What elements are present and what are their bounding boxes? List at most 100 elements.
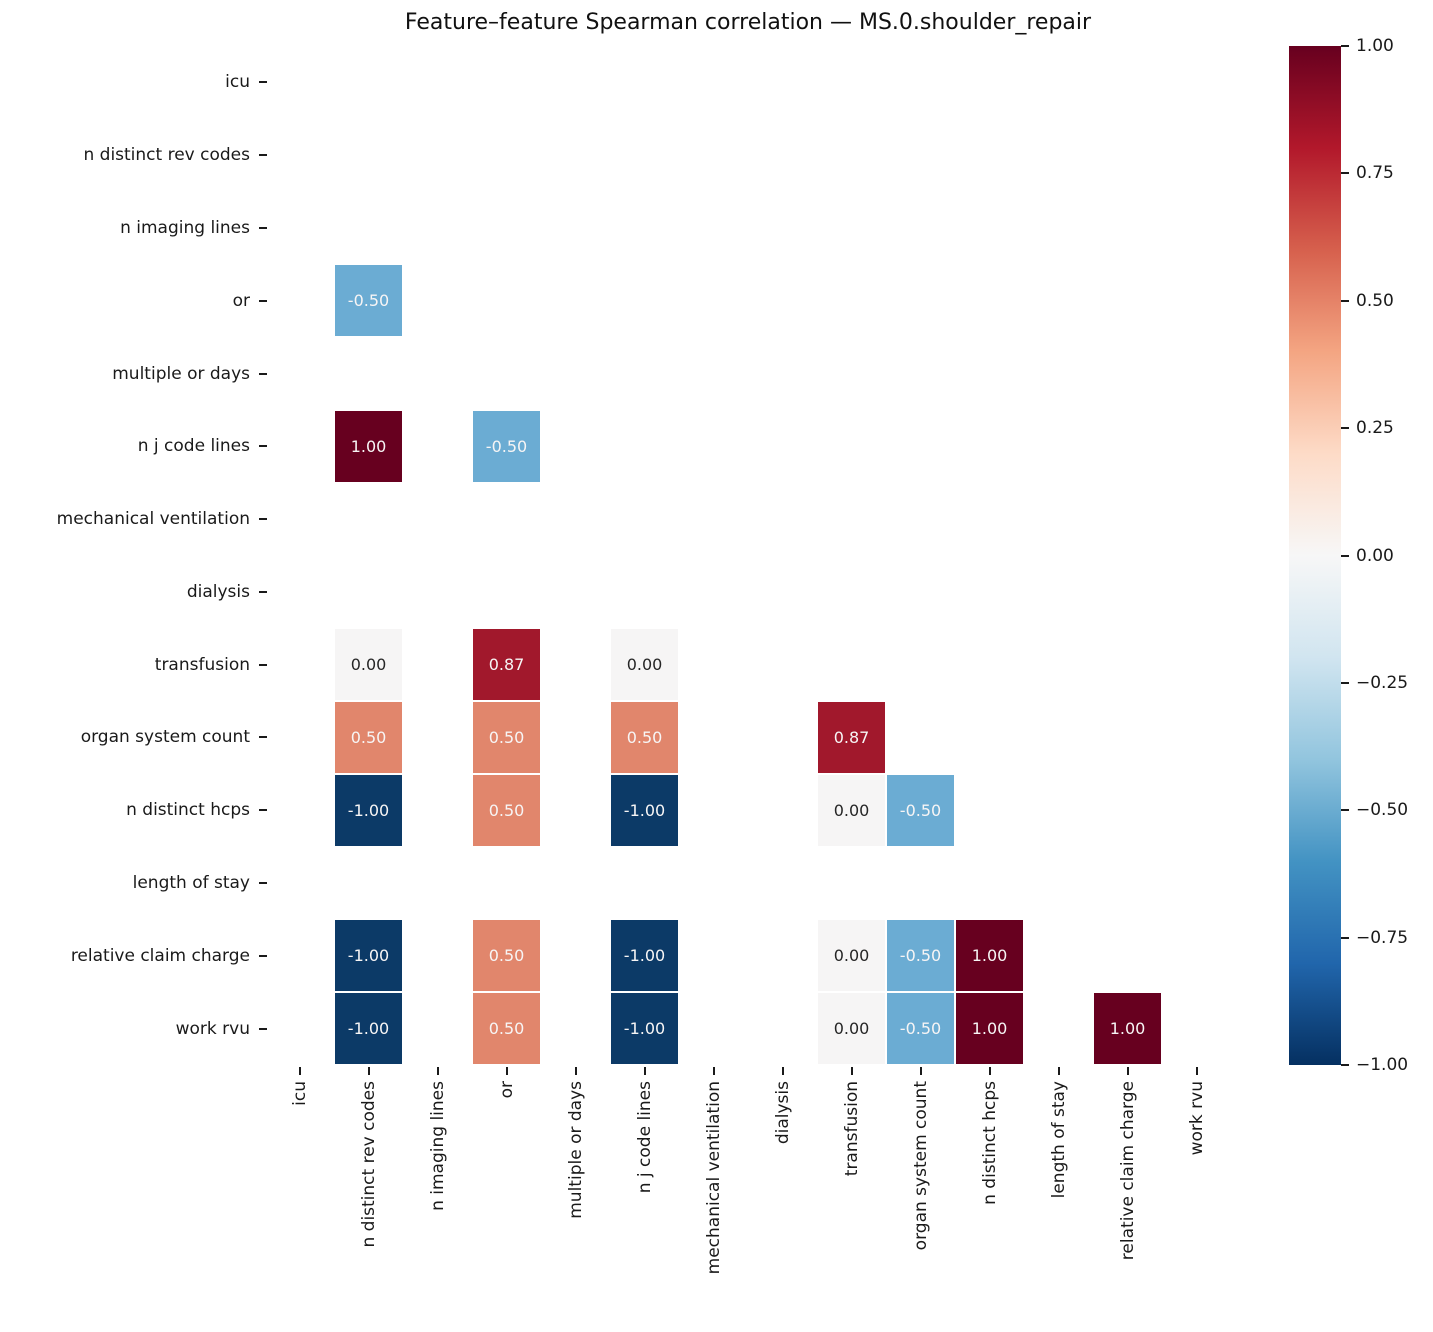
y-tick-label: length of stay (132, 873, 250, 894)
colorbar-tick-label: −0.50 (1356, 800, 1409, 821)
heatmap-cell: -0.50 (472, 409, 541, 483)
heatmap-cell: 0.50 (472, 992, 541, 1065)
heatmap-cell: 1.00 (1093, 992, 1162, 1065)
y-tick-label: icu (225, 72, 250, 93)
heatmap-cell: -1.00 (334, 919, 403, 993)
y-tick-mark (259, 445, 267, 448)
heatmap-cell: 0.00 (817, 992, 886, 1065)
heatmap-cell: -1.00 (610, 992, 679, 1065)
colorbar-tick-label: −0.25 (1356, 672, 1409, 693)
y-tick-mark (259, 736, 267, 739)
heatmap-grid: -0.50 1.00 -0.50 0.00 0.87 0.00 0.50 0.50 0.50 0.… (265, 46, 1231, 1065)
y-tick-mark (259, 590, 267, 593)
x-tick-mark (436, 1067, 439, 1075)
x-tick-mark (367, 1067, 370, 1075)
colorbar-tick-label: −1.00 (1356, 1055, 1409, 1075)
x-tick-label: n distinct rev codes (358, 1081, 379, 1248)
heatmap-cell: -0.50 (886, 919, 955, 993)
heatmap-cell: 0.50 (472, 701, 541, 774)
x-tick-label: relative claim charge (1117, 1081, 1138, 1261)
heatmap-cell: -1.00 (334, 773, 403, 847)
x-tick-label: mechanical ventilation (703, 1081, 724, 1275)
heatmap-cell: -1.00 (610, 773, 679, 847)
colorbar-tick-label: 0.25 (1356, 418, 1394, 439)
x-tick-mark (919, 1067, 922, 1075)
y-tick-mark (259, 299, 267, 302)
y-tick-mark (259, 372, 267, 375)
y-tick-mark (259, 81, 267, 84)
y-tick-mark (259, 882, 267, 885)
y-tick-label: work rvu (175, 1018, 250, 1039)
colorbar-tick-mark (1341, 936, 1349, 939)
x-tick-mark (1057, 1067, 1060, 1075)
colorbar-tick-mark (1341, 1064, 1349, 1066)
y-tick-mark (259, 954, 267, 957)
x-tick-mark (643, 1067, 646, 1075)
heatmap-cell: -0.50 (886, 773, 955, 847)
y-tick-mark (259, 663, 267, 666)
x-tick-label: dialysis (772, 1081, 793, 1145)
heatmap-cell: 0.50 (472, 773, 541, 847)
heatmap-cell: -0.50 (334, 264, 403, 338)
heatmap-cell: -1.00 (334, 992, 403, 1065)
x-tick-mark (712, 1067, 715, 1075)
y-tick-label: mechanical ventilation (56, 509, 250, 530)
colorbar-tick-label: −0.75 (1356, 927, 1409, 948)
y-tick-label: n imaging lines (120, 217, 250, 238)
x-tick-mark (850, 1067, 853, 1075)
colorbar-tick-mark (1341, 809, 1349, 812)
y-tick-label: dialysis (186, 581, 250, 602)
heatmap-cell: -1.00 (610, 919, 679, 993)
y-tick-mark (259, 809, 267, 812)
y-tick-label: n distinct rev codes (83, 145, 250, 166)
x-tick-label: n j code lines (634, 1081, 655, 1194)
y-tick-mark (259, 154, 267, 157)
heatmap-cell: 0.00 (817, 773, 886, 847)
x-tick-label: length of stay (1048, 1081, 1069, 1199)
heatmap-cell: 0.50 (334, 701, 403, 774)
x-tick-mark (988, 1067, 991, 1075)
colorbar-gradient (1289, 46, 1341, 1065)
y-tick-mark (259, 1027, 267, 1030)
y-tick-mark (259, 226, 267, 229)
y-tick-mark (259, 518, 267, 521)
colorbar-tick-label: 1.00 (1356, 36, 1394, 56)
colorbar-tick-label: 0.75 (1356, 163, 1394, 184)
x-tick-label: transfusion (841, 1081, 862, 1177)
heatmap-cell: 0.50 (472, 919, 541, 993)
x-tick-label: n distinct hcps (979, 1081, 1000, 1205)
heatmap-cell: 0.00 (817, 919, 886, 993)
colorbar-tick-mark (1341, 45, 1349, 47)
colorbar-tick-mark (1341, 554, 1349, 557)
x-tick-label: icu (289, 1081, 310, 1106)
heatmap-cell: 1.00 (334, 409, 403, 483)
x-tick-label: or (496, 1081, 517, 1099)
colorbar-tick-label: 0.50 (1356, 290, 1394, 311)
heatmap-cell: 0.87 (817, 701, 886, 774)
colorbar-tick-mark (1341, 172, 1349, 175)
y-tick-label: n j code lines (137, 436, 250, 457)
y-tick-label: or (232, 290, 250, 311)
y-tick-label: n distinct hcps (126, 800, 250, 821)
colorbar-tick-label: 0.00 (1356, 545, 1394, 566)
x-tick-mark (781, 1067, 784, 1075)
heatmap-cell: 0.00 (610, 628, 679, 702)
chart-title: Feature–feature Spearman correlation — M… (404, 10, 1092, 35)
x-tick-label: n imaging lines (427, 1081, 448, 1211)
x-tick-mark (298, 1067, 301, 1075)
heatmap-cell: 0.87 (472, 628, 541, 702)
heatmap-cell: 1.00 (955, 919, 1024, 993)
y-tick-label: transfusion (154, 654, 250, 675)
y-tick-label: multiple or days (112, 363, 250, 384)
x-tick-mark (574, 1067, 577, 1075)
x-tick-label: organ system count (910, 1081, 931, 1251)
x-tick-label: work rvu (1186, 1081, 1207, 1156)
colorbar-tick-mark (1341, 299, 1349, 302)
heatmap-cell: 0.50 (610, 701, 679, 774)
x-tick-mark (1195, 1067, 1198, 1075)
heatmap-cell: 1.00 (955, 992, 1024, 1065)
x-tick-mark (505, 1067, 508, 1075)
y-tick-label: relative claim charge (70, 945, 250, 966)
heatmap-cell: 0.00 (334, 628, 403, 702)
x-tick-label: multiple or days (565, 1081, 586, 1219)
